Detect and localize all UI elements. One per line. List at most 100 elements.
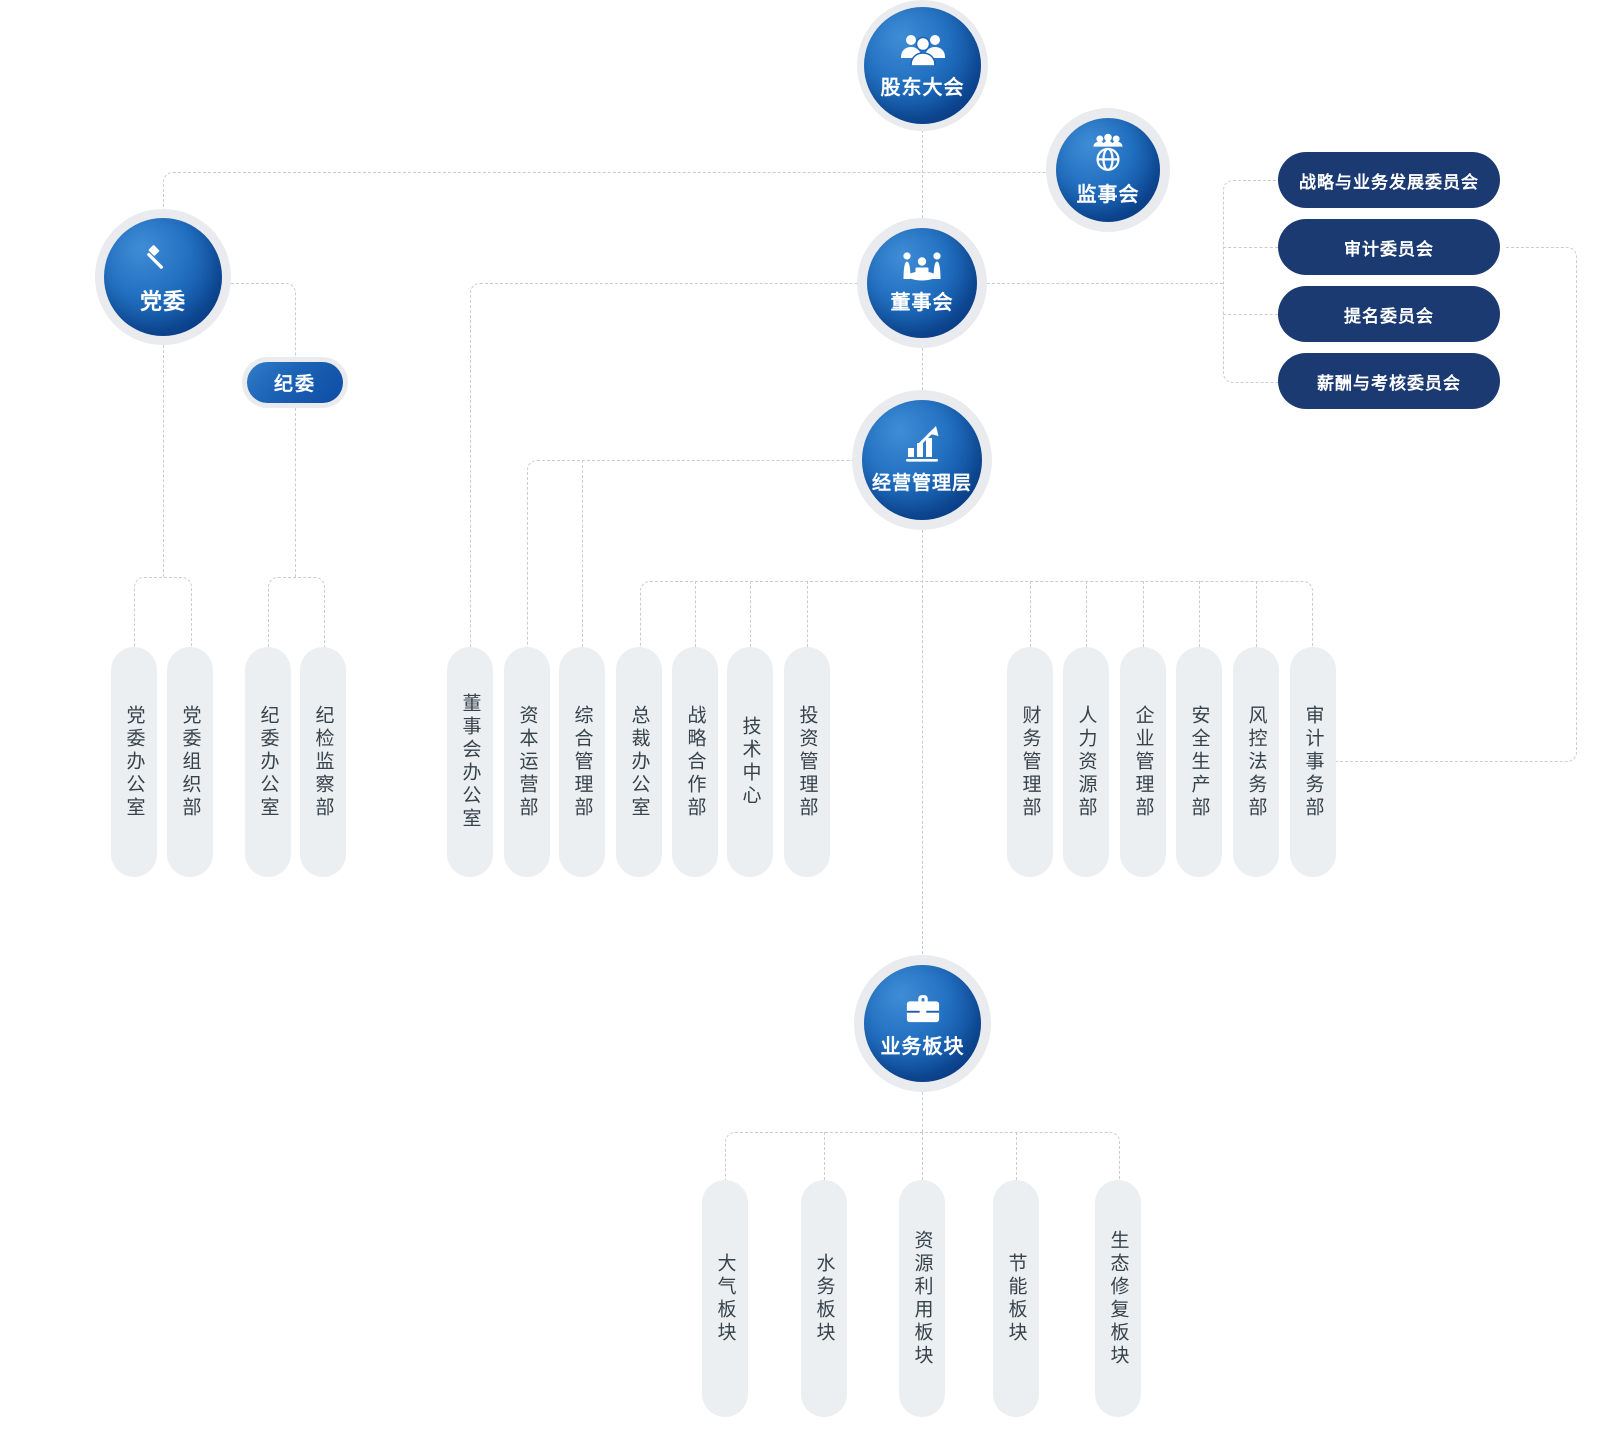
connector-shareholders-board bbox=[922, 130, 923, 218]
department-pill: 党委办公室 bbox=[111, 647, 157, 877]
pill-label: 大气板块 bbox=[714, 1252, 736, 1345]
committee-pill: 战略与业务发展委员会 bbox=[1278, 152, 1500, 208]
connector-board-management bbox=[922, 348, 923, 390]
department-pill: 安全生产部 bbox=[1176, 647, 1222, 877]
department-pill: 审计事务部 bbox=[1290, 647, 1336, 877]
pill-label: 风控法务部 bbox=[1245, 704, 1267, 820]
department-pill: 党委组织部 bbox=[167, 647, 213, 877]
node-party: 党委 bbox=[95, 209, 231, 345]
pill-label: 节能板块 bbox=[1005, 1252, 1027, 1345]
connector-drop bbox=[1143, 581, 1144, 647]
node-label: 业务板块 bbox=[880, 1035, 965, 1058]
segment-pill: 水务板块 bbox=[801, 1180, 847, 1417]
connector-committee-stub-3 bbox=[1223, 314, 1278, 315]
node-board: 董事会 bbox=[857, 218, 987, 348]
connector-party-discipline bbox=[231, 283, 296, 358]
connector-drop bbox=[922, 1132, 923, 1180]
pill-label: 纪委办公室 bbox=[257, 704, 279, 820]
node-label: 经营管理层 bbox=[871, 473, 972, 494]
department-pill: 总裁办公室 bbox=[616, 647, 662, 877]
department-pill: 董事会办公室 bbox=[447, 647, 493, 877]
node-label: 纪委 bbox=[273, 374, 316, 395]
committee-label: 提名委员会 bbox=[1344, 306, 1434, 326]
node-discipline: 纪委 bbox=[242, 357, 348, 408]
node-label: 董事会 bbox=[890, 292, 954, 314]
node-business: 业务板块 bbox=[854, 955, 991, 1092]
connector-party-bracket bbox=[134, 577, 192, 648]
node-supervisory: 监事会 bbox=[1046, 108, 1170, 232]
pill-label: 战略合作部 bbox=[684, 704, 706, 820]
pill-label: 总裁办公室 bbox=[628, 704, 650, 820]
people-group-icon bbox=[899, 32, 947, 66]
segment-pill: 大气板块 bbox=[702, 1180, 748, 1417]
committee-label: 战略与业务发展委员会 bbox=[1299, 172, 1479, 192]
department-pill: 资本运营部 bbox=[504, 647, 550, 877]
segment-pill: 生态修复板块 bbox=[1095, 1180, 1141, 1417]
department-pill: 财务管理部 bbox=[1007, 647, 1053, 877]
pill-label: 水务板块 bbox=[813, 1252, 835, 1345]
connector-drop bbox=[807, 581, 808, 647]
pill-label: 董事会办公室 bbox=[459, 693, 481, 831]
committee-label: 审计委员会 bbox=[1344, 239, 1434, 259]
pill-label: 审计事务部 bbox=[1302, 704, 1324, 820]
connector-drop bbox=[1199, 581, 1200, 647]
node-label: 监事会 bbox=[1076, 184, 1140, 206]
department-pill: 企业管理部 bbox=[1120, 647, 1166, 877]
connector-drop bbox=[750, 581, 751, 647]
pill-label: 投资管理部 bbox=[796, 704, 818, 820]
pill-label: 纪检监察部 bbox=[312, 704, 334, 820]
pill-label: 党委办公室 bbox=[123, 704, 145, 820]
chart-growth-icon bbox=[901, 425, 943, 463]
department-pill: 纪检监察部 bbox=[300, 647, 346, 877]
connector-drop bbox=[824, 1132, 825, 1180]
briefcase-icon bbox=[902, 989, 944, 1025]
connector-party-down bbox=[163, 345, 164, 577]
department-pill: 投资管理部 bbox=[784, 647, 830, 877]
connector-management-main-rail bbox=[640, 581, 1313, 648]
committee-label: 薪酬与考核委员会 bbox=[1317, 373, 1461, 393]
node-shareholders: 股东大会 bbox=[857, 0, 988, 131]
connector-board-left bbox=[470, 283, 859, 648]
pill-label: 技术中心 bbox=[739, 716, 761, 808]
department-pill: 风控法务部 bbox=[1233, 647, 1279, 877]
node-label: 党委 bbox=[139, 288, 186, 314]
committee-pill: 薪酬与考核委员会 bbox=[1278, 353, 1500, 409]
connector-committee-stub-2 bbox=[1223, 247, 1278, 248]
department-pill: 人力资源部 bbox=[1063, 647, 1109, 877]
connector-audit-right-lower bbox=[1336, 504, 1577, 762]
committee-pill: 审计委员会 bbox=[1278, 219, 1500, 275]
connector-discipline-down bbox=[295, 408, 296, 577]
connector-business-down bbox=[922, 1092, 923, 1132]
pill-label: 综合管理部 bbox=[571, 704, 593, 820]
pill-label: 财务管理部 bbox=[1019, 704, 1041, 820]
connector-audit-right-upper bbox=[1506, 247, 1577, 505]
pill-label: 企业管理部 bbox=[1132, 704, 1154, 820]
segment-pill: 资源利用板块 bbox=[899, 1180, 945, 1417]
node-label: 股东大会 bbox=[880, 76, 965, 99]
pill-label: 资源利用板块 bbox=[911, 1229, 933, 1368]
node-management: 经营管理层 bbox=[852, 390, 992, 530]
connector-drop bbox=[1030, 581, 1031, 647]
connector-party-top bbox=[163, 172, 1047, 210]
connector-discipline-bracket bbox=[268, 577, 325, 648]
connector-board-committees bbox=[987, 283, 1223, 284]
pill-label: 资本运营部 bbox=[516, 704, 538, 820]
connector-management-business bbox=[922, 530, 923, 954]
connector-drop bbox=[1256, 581, 1257, 647]
meeting-icon bbox=[900, 251, 944, 281]
connector-business-bracket bbox=[725, 1132, 1120, 1181]
connector-committee-spine bbox=[1223, 180, 1279, 383]
connector-drop bbox=[1086, 581, 1087, 647]
connector-drop-zonghe bbox=[582, 460, 583, 647]
party-emblem-icon bbox=[142, 239, 184, 279]
department-pill: 战略合作部 bbox=[672, 647, 718, 877]
department-pill: 技术中心 bbox=[727, 647, 773, 877]
pill-label: 安全生产部 bbox=[1188, 704, 1210, 820]
connector-drop bbox=[1016, 1132, 1017, 1180]
connector-drop bbox=[695, 581, 696, 647]
pill-label: 党委组织部 bbox=[179, 704, 201, 820]
segment-pill: 节能板块 bbox=[993, 1180, 1039, 1417]
department-pill: 纪委办公室 bbox=[245, 647, 291, 877]
pill-label: 生态修复板块 bbox=[1107, 1229, 1129, 1368]
globe-people-icon bbox=[1088, 133, 1128, 173]
